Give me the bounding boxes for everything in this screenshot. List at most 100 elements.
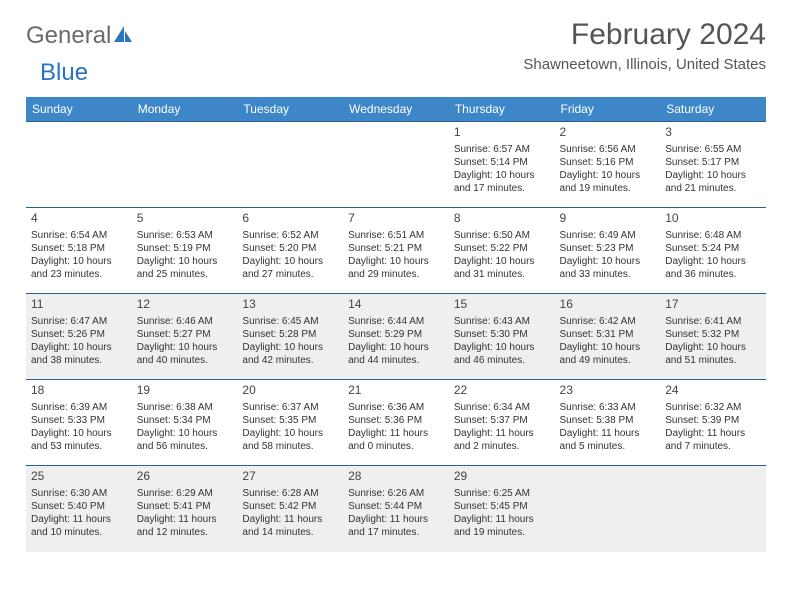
day-number: 25: [31, 469, 127, 485]
day-number: 29: [454, 469, 550, 485]
day-info: Sunrise: 6:29 AM Sunset: 5:41 PM Dayligh…: [137, 487, 233, 539]
week-row: 18Sunrise: 6:39 AM Sunset: 5:33 PM Dayli…: [26, 380, 766, 466]
day-header: Friday: [555, 97, 661, 122]
day-cell: 12 Sunrise: 6:46 AM Sunset: 5:27 PM Dayli…: [132, 294, 238, 380]
day-cell: [237, 122, 343, 208]
day-cell: 26Sunrise: 6:29 AM Sunset: 5:41 PM Dayli…: [132, 466, 238, 552]
day-info: Sunrise: 6:30 AM Sunset: 5:40 PM Dayligh…: [31, 487, 127, 539]
day-cell: 9 Sunrise: 6:49 AM Sunset: 5:23 PM Daylig…: [555, 208, 661, 294]
day-number: 2: [560, 125, 656, 141]
day-cell: 21 Sunrise: 6:36 AM Sunset: 5:36 PM Dayli…: [343, 380, 449, 466]
day-info: Sunrise: 6:36 AM Sunset: 5:36 PM Dayligh…: [348, 401, 444, 453]
day-cell: 6Sunrise: 6:52 AM Sunset: 5:20 PM Daylig…: [237, 208, 343, 294]
day-cell: 22 Sunrise: 6:34 AM Sunset: 5:37 PM Dayli…: [449, 380, 555, 466]
day-number: 5: [137, 211, 233, 227]
day-info: Sunrise: 6:51 AM Sunset: 5:21 PM Dayligh…: [348, 229, 444, 281]
logo-word-blue: Blue: [40, 59, 88, 87]
day-cell: 27 Sunrise: 6:28 AM Sunset: 5:42 PM Dayli…: [237, 466, 343, 552]
calendar-table: SundayMondayTuesdayWednesdayThursdayFrid…: [26, 97, 766, 552]
day-number: 3: [665, 125, 761, 141]
day-info: Sunrise: 6:49 AM Sunset: 5:23 PM Dayligh…: [560, 229, 656, 281]
day-info: Sunrise: 6:42 AM Sunset: 5:31 PM Dayligh…: [560, 315, 656, 367]
day-info: Sunrise: 6:55 AM Sunset: 5:17 PM Dayligh…: [665, 143, 761, 195]
day-cell: [26, 122, 132, 208]
day-header: Thursday: [449, 97, 555, 122]
day-number: 15: [454, 297, 550, 313]
week-row: 11 Sunrise: 6:47 AM Sunset: 5:26 PM Dayli…: [26, 294, 766, 380]
day-number: 23: [560, 383, 656, 399]
day-info: Sunrise: 6:37 AM Sunset: 5:35 PM Dayligh…: [242, 401, 338, 453]
day-header: Tuesday: [237, 97, 343, 122]
day-number: 13: [242, 297, 338, 313]
day-header: Sunday: [26, 97, 132, 122]
day-info: Sunrise: 6:43 AM Sunset: 5:30 PM Dayligh…: [454, 315, 550, 367]
week-row: 4Sunrise: 6:54 AM Sunset: 5:18 PM Daylig…: [26, 208, 766, 294]
day-info: Sunrise: 6:54 AM Sunset: 5:18 PM Dayligh…: [31, 229, 127, 281]
day-info: Sunrise: 6:56 AM Sunset: 5:16 PM Dayligh…: [560, 143, 656, 195]
day-info: Sunrise: 6:53 AM Sunset: 5:19 PM Dayligh…: [137, 229, 233, 281]
day-cell: [660, 466, 766, 552]
calendar-thead: SundayMondayTuesdayWednesdayThursdayFrid…: [26, 97, 766, 122]
day-info: Sunrise: 6:41 AM Sunset: 5:32 PM Dayligh…: [665, 315, 761, 367]
day-info: Sunrise: 6:39 AM Sunset: 5:33 PM Dayligh…: [31, 401, 127, 453]
day-cell: 8 Sunrise: 6:50 AM Sunset: 5:22 PM Daylig…: [449, 208, 555, 294]
day-cell: 4Sunrise: 6:54 AM Sunset: 5:18 PM Daylig…: [26, 208, 132, 294]
location: Shawneetown, Illinois, United States: [523, 56, 766, 73]
day-cell: 20 Sunrise: 6:37 AM Sunset: 5:35 PM Dayli…: [237, 380, 343, 466]
day-cell: [343, 122, 449, 208]
day-cell: 7Sunrise: 6:51 AM Sunset: 5:21 PM Daylig…: [343, 208, 449, 294]
day-cell: 14Sunrise: 6:44 AM Sunset: 5:29 PM Dayli…: [343, 294, 449, 380]
week-row: 1Sunrise: 6:57 AM Sunset: 5:14 PM Daylig…: [26, 122, 766, 208]
day-number: 24: [665, 383, 761, 399]
day-header: Wednesday: [343, 97, 449, 122]
day-number: 11: [31, 297, 127, 313]
day-info: Sunrise: 6:32 AM Sunset: 5:39 PM Dayligh…: [665, 401, 761, 453]
logo-word-general: General: [26, 22, 111, 50]
day-cell: 3 Sunrise: 6:55 AM Sunset: 5:17 PM Daylig…: [660, 122, 766, 208]
day-cell: 19 Sunrise: 6:38 AM Sunset: 5:34 PM Dayli…: [132, 380, 238, 466]
day-cell: 29 Sunrise: 6:25 AM Sunset: 5:45 PM Dayli…: [449, 466, 555, 552]
day-cell: [132, 122, 238, 208]
day-cell: 25 Sunrise: 6:30 AM Sunset: 5:40 PM Dayli…: [26, 466, 132, 552]
day-number: 9: [560, 211, 656, 227]
calendar-body: 1Sunrise: 6:57 AM Sunset: 5:14 PM Daylig…: [26, 122, 766, 552]
day-number: 10: [665, 211, 761, 227]
day-number: 20: [242, 383, 338, 399]
day-number: 16: [560, 297, 656, 313]
day-number: 8: [454, 211, 550, 227]
day-info: Sunrise: 6:46 AM Sunset: 5:27 PM Dayligh…: [137, 315, 233, 367]
day-info: Sunrise: 6:28 AM Sunset: 5:42 PM Dayligh…: [242, 487, 338, 539]
day-cell: 24 Sunrise: 6:32 AM Sunset: 5:39 PM Dayli…: [660, 380, 766, 466]
day-info: Sunrise: 6:25 AM Sunset: 5:45 PM Dayligh…: [454, 487, 550, 539]
day-number: 22: [454, 383, 550, 399]
day-info: Sunrise: 6:50 AM Sunset: 5:22 PM Dayligh…: [454, 229, 550, 281]
day-cell: 16 Sunrise: 6:42 AM Sunset: 5:31 PM Dayli…: [555, 294, 661, 380]
day-header-row: SundayMondayTuesdayWednesdayThursdayFrid…: [26, 97, 766, 122]
logo: General: [26, 18, 133, 50]
day-cell: 5 Sunrise: 6:53 AM Sunset: 5:19 PM Daylig…: [132, 208, 238, 294]
day-header: Saturday: [660, 97, 766, 122]
day-number: 12: [137, 297, 233, 313]
day-cell: 1Sunrise: 6:57 AM Sunset: 5:14 PM Daylig…: [449, 122, 555, 208]
day-number: 27: [242, 469, 338, 485]
day-cell: 2 Sunrise: 6:56 AM Sunset: 5:16 PM Daylig…: [555, 122, 661, 208]
day-cell: [555, 466, 661, 552]
day-info: Sunrise: 6:26 AM Sunset: 5:44 PM Dayligh…: [348, 487, 444, 539]
day-number: 6: [242, 211, 338, 227]
day-number: 19: [137, 383, 233, 399]
day-info: Sunrise: 6:44 AM Sunset: 5:29 PM Dayligh…: [348, 315, 444, 367]
day-cell: 15 Sunrise: 6:43 AM Sunset: 5:30 PM Dayli…: [449, 294, 555, 380]
day-info: Sunrise: 6:57 AM Sunset: 5:14 PM Dayligh…: [454, 143, 550, 195]
month-year: February 2024: [523, 18, 766, 52]
day-cell: 11 Sunrise: 6:47 AM Sunset: 5:26 PM Dayli…: [26, 294, 132, 380]
day-cell: 18Sunrise: 6:39 AM Sunset: 5:33 PM Dayli…: [26, 380, 132, 466]
day-info: Sunrise: 6:48 AM Sunset: 5:24 PM Dayligh…: [665, 229, 761, 281]
day-info: Sunrise: 6:38 AM Sunset: 5:34 PM Dayligh…: [137, 401, 233, 453]
day-number: 17: [665, 297, 761, 313]
day-info: Sunrise: 6:34 AM Sunset: 5:37 PM Dayligh…: [454, 401, 550, 453]
day-number: 28: [348, 469, 444, 485]
day-number: 21: [348, 383, 444, 399]
day-info: Sunrise: 6:47 AM Sunset: 5:26 PM Dayligh…: [31, 315, 127, 367]
title-block: February 2024 Shawneetown, Illinois, Uni…: [523, 18, 766, 73]
day-header: Monday: [132, 97, 238, 122]
